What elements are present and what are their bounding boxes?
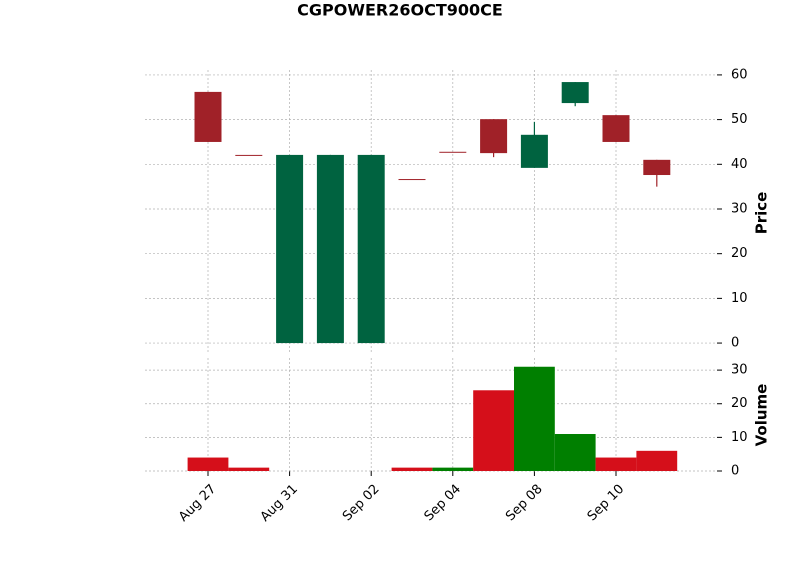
volume-bar — [636, 450, 678, 471]
y-axis-label: Price — [753, 192, 771, 235]
x-tick-label: Sep 10 — [585, 482, 628, 525]
chart-title: CGPOWER26OCT900CE — [297, 1, 503, 20]
x-tick-label: Sep 08 — [503, 482, 546, 525]
volume-bar — [473, 390, 514, 471]
volume-bar — [432, 467, 474, 471]
x-tick-label: Sep 02 — [340, 482, 383, 525]
y-tick-label: 10 — [731, 291, 748, 306]
x-tick-label: Sep 04 — [422, 482, 465, 525]
candle-body — [194, 91, 222, 142]
candle-body — [602, 115, 630, 142]
volume-tick-label: 0 — [731, 464, 739, 479]
y-tick-label: 0 — [731, 336, 739, 351]
volume-bar — [228, 467, 270, 471]
candle-body — [357, 154, 385, 344]
candle-body — [276, 154, 304, 344]
y-tick-label: 60 — [731, 67, 748, 82]
volume-bar — [391, 467, 433, 471]
candle-body — [439, 151, 467, 153]
candle-body — [561, 82, 589, 104]
volume-bar — [554, 434, 596, 471]
candle-body — [520, 134, 548, 168]
candle-body — [643, 159, 671, 176]
y-tick-label: 30 — [731, 201, 748, 216]
x-tick-label: Aug 31 — [258, 482, 301, 525]
y-tick-label: 50 — [731, 112, 748, 127]
y-tick-label: 20 — [731, 246, 748, 261]
candle-body — [480, 119, 508, 154]
volume-tick-label: 20 — [731, 396, 748, 411]
y-tick-label: 40 — [731, 157, 748, 172]
volume-bar — [514, 366, 555, 471]
volume-bar — [595, 457, 637, 471]
volume-tick-label: 10 — [731, 430, 748, 445]
volume-tick-label: 30 — [731, 363, 748, 378]
x-tick-label: Aug 27 — [176, 482, 219, 525]
volume-axis-label: Volume — [753, 384, 771, 447]
candle-body — [316, 154, 344, 344]
volume-bar — [187, 457, 229, 471]
candle-body — [235, 154, 263, 156]
candle-body — [398, 179, 426, 181]
